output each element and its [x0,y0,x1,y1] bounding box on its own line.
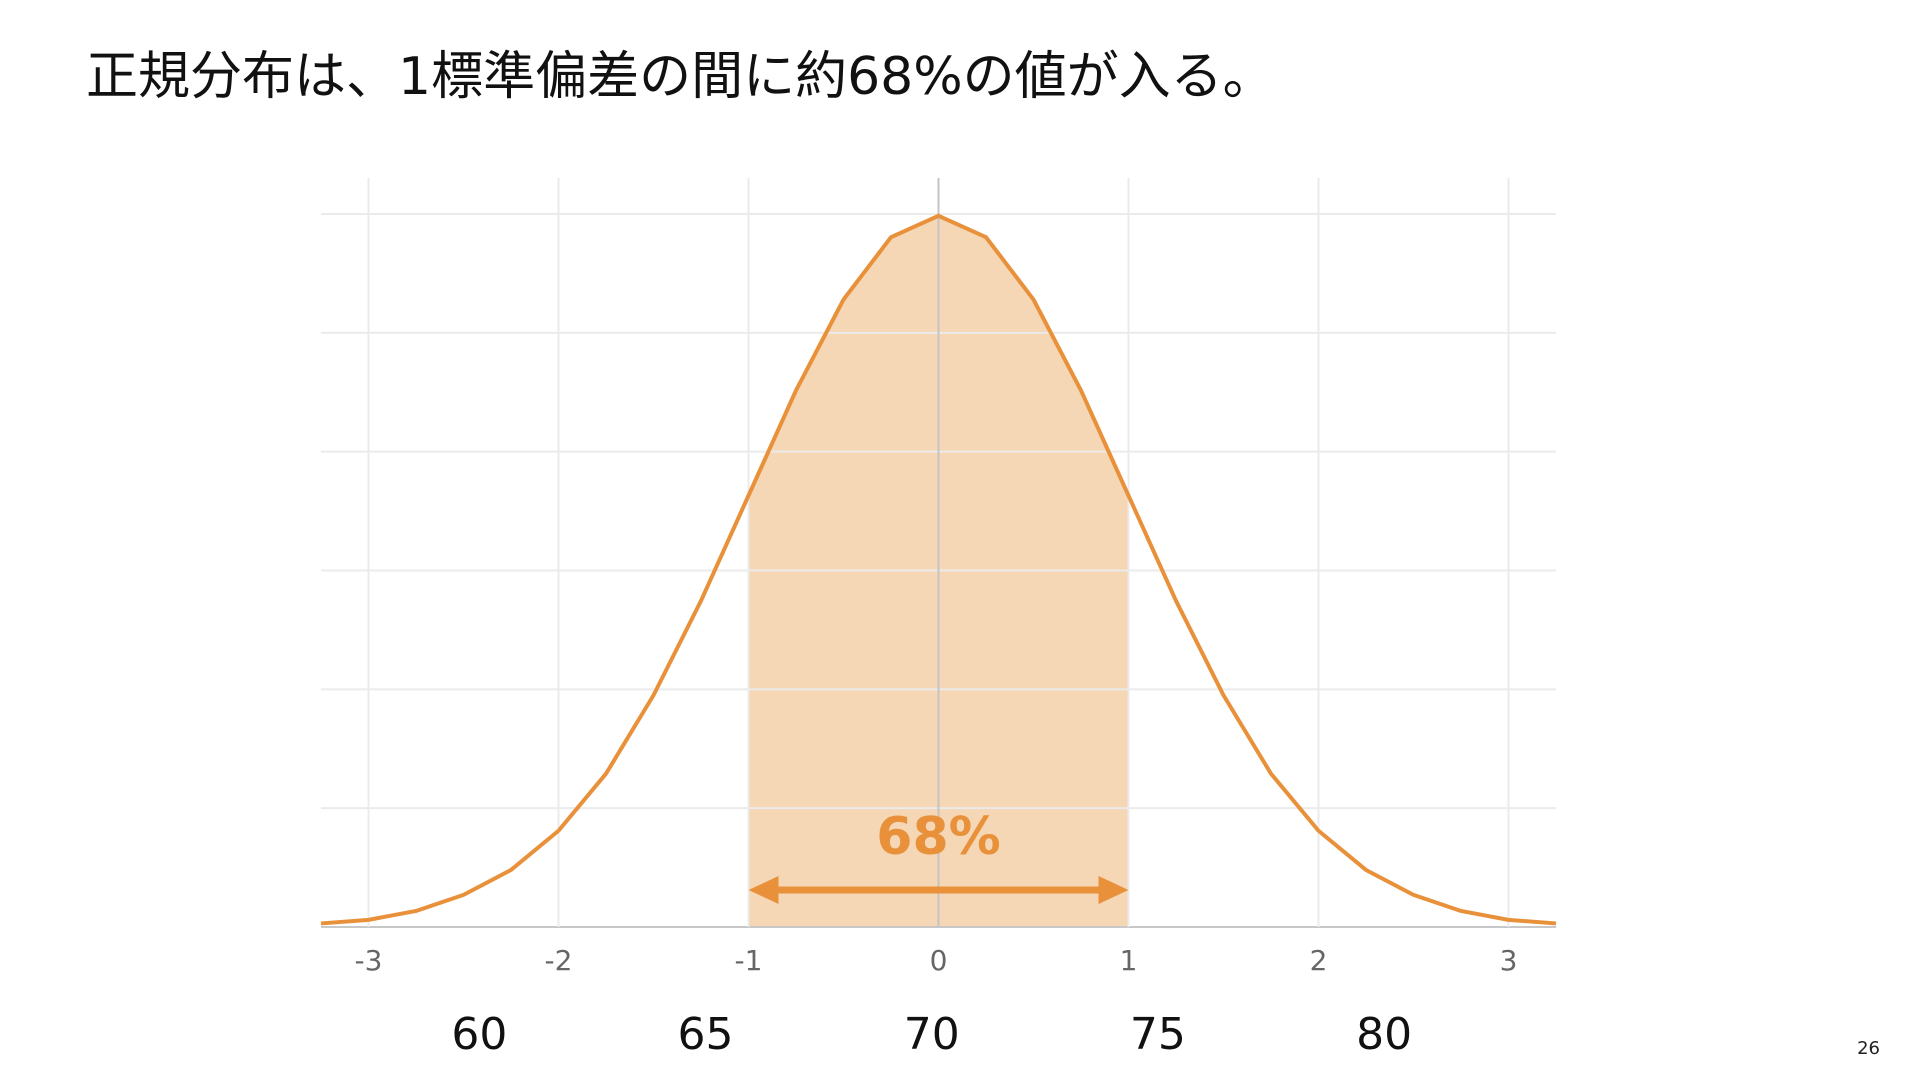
x2-tick-label: 65 [678,1009,734,1060]
x-tick-label: 0 [930,944,948,977]
x-tick-label: 3 [1500,944,1518,977]
page-number: 26 [1857,1038,1880,1059]
arrow-head [1098,876,1129,904]
arrow-head [748,876,779,904]
curve-line [320,213,1557,926]
slide-title: 正規分布は、1標準偏差の間に約68%の値が入る。 [86,47,1275,107]
x2-tick-label: 60 [451,1009,507,1060]
x2-tick-label: 70 [904,1009,960,1060]
x-tick-label: -3 [355,944,383,977]
x2-tick-label: 80 [1356,1009,1412,1060]
x-tick-label: 2 [1310,944,1328,977]
x-tick-label: -2 [545,944,573,977]
x-tick-label: -1 [735,944,763,977]
x-tick-label: 1 [1120,944,1138,977]
annotation: 68% [876,807,1000,867]
x2-tick-label: 75 [1130,1009,1186,1060]
